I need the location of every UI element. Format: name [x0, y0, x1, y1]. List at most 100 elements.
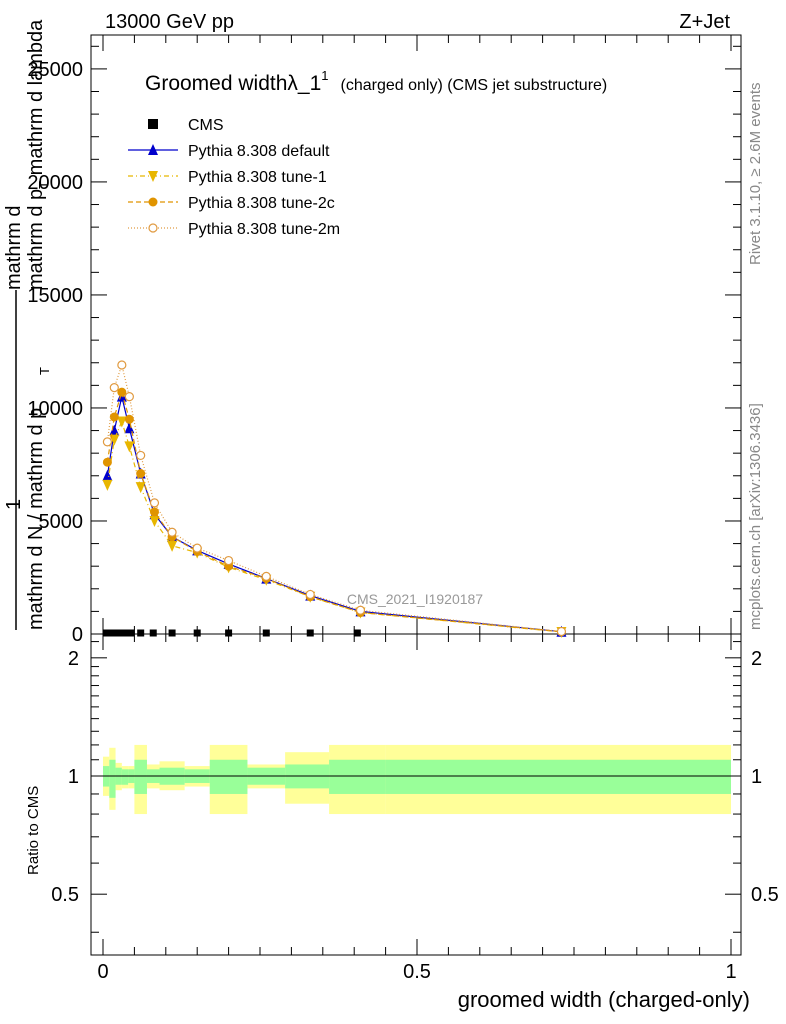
series-point-4: [167, 527, 177, 537]
series-point-1: [109, 424, 120, 436]
cms-data-point: [353, 629, 361, 637]
cms-data-point: [168, 629, 176, 637]
main-y-tick-label: 10000: [27, 398, 83, 420]
analysis-watermark: CMS_2021_I1920187: [347, 591, 483, 607]
ratio-green-band: [109, 759, 116, 798]
header-left: 13000 GeV pp: [105, 11, 234, 33]
cms-data-point: [225, 629, 233, 637]
series-point-4: [192, 543, 202, 553]
ratio-tick-label-left: 1: [68, 766, 79, 788]
series-line-3: [106, 389, 562, 633]
ylabel-num: mathrm d: [3, 206, 25, 290]
series-point-4: [305, 589, 315, 600]
cms-data-point: [262, 629, 270, 637]
x-tick-label: 0: [97, 961, 108, 983]
series-point-4: [355, 605, 366, 615]
x-axis-label: groomed width (charged-only): [458, 987, 750, 1012]
cms-data-point: [108, 629, 116, 637]
header-right: Z+Jet: [679, 11, 730, 33]
series-point-4: [149, 498, 160, 508]
cms-data-point: [306, 629, 314, 637]
ratio-green-band: [121, 769, 129, 785]
legend-label: Pythia 8.308 tune-1: [188, 169, 327, 186]
series-group: [102, 360, 567, 638]
series-point-2: [109, 434, 120, 446]
legend-marker: [148, 119, 158, 129]
series-point-4: [261, 571, 271, 581]
series-point-3: [109, 412, 119, 422]
ratio-tick-label-right: 0.5: [751, 884, 779, 906]
x-tick-label: 1: [725, 961, 736, 983]
legend-label: Pythia 8.308 default: [188, 143, 330, 160]
series-point-2: [102, 479, 113, 491]
ratio-green-band: [134, 759, 147, 794]
ratio-tick-label-right: 2: [751, 648, 762, 670]
series-point-4: [117, 360, 127, 370]
series-line-1: [106, 396, 562, 633]
ylabel-den-a: mathrm d p: [25, 189, 47, 290]
ratio-green-band: [329, 759, 386, 794]
series-point-1: [102, 469, 113, 481]
main-y-tick-label: 15000: [27, 285, 83, 307]
series-line-4: [106, 362, 562, 633]
series-point-3: [117, 387, 127, 397]
cms-data-point: [115, 629, 123, 637]
legend: CMS Pythia 8.308 default Pythia 8.308 tune…: [128, 117, 340, 238]
ylabel-den-tail: mathrm d lambda: [25, 19, 47, 181]
series-point-3: [124, 414, 134, 424]
main-y-tick-label: 0: [72, 624, 83, 646]
series-point-3: [136, 469, 146, 479]
rivet-label: Rivet 3.1.10, ≥ 2.6M events: [747, 83, 764, 266]
ylabel-prefix-num: 1: [3, 499, 25, 510]
ratio-frame: [90, 633, 742, 956]
main-y-tick-label: 20000: [27, 172, 83, 194]
chart-title-sub: (charged only) (CMS jet substructure): [341, 77, 608, 94]
legend-label: CMS: [188, 117, 224, 134]
cms-data-point: [127, 629, 135, 637]
ratio-green-band: [385, 759, 731, 794]
ylabel-den-sub: T: [36, 181, 51, 189]
cms-data-point: [102, 629, 110, 637]
series-point-2: [124, 441, 135, 453]
series-point-1: [124, 422, 135, 434]
ratio-green-band: [209, 759, 248, 794]
series-point-2: [116, 416, 127, 428]
legend-marker: [148, 197, 158, 207]
series-point-2: [167, 540, 178, 552]
cms-data-point: [121, 629, 129, 637]
legend-marker: [148, 171, 158, 182]
series-point-4: [224, 555, 234, 566]
main-y-tick-label: 25000: [27, 59, 83, 81]
main-ylabel: 1 mathrm d N / mathrm d p T mathrm d mat…: [3, 19, 52, 630]
series-point-3: [149, 507, 159, 517]
series-point-2: [149, 515, 160, 527]
ratio-tick-label-left: 0.5: [51, 884, 79, 906]
series-point-4: [124, 392, 134, 402]
series-point-4: [136, 450, 146, 461]
chart-title-sup: 1: [321, 68, 328, 83]
cms-data-point: [193, 629, 201, 637]
chart-title-main: Groomed widthλ_1: [145, 72, 321, 95]
cms-data-point: [149, 629, 157, 637]
legend-marker: [148, 144, 158, 155]
ylabel-den: mathrm d pT mathrm d lambda: [25, 19, 51, 290]
ratio-bands: [91, 744, 741, 815]
ratio-ylabel: Ratio to CMS: [25, 786, 42, 875]
series-point-2: [135, 482, 146, 494]
main-axes: 0 5000 10000 15000 20000 25000: [27, 35, 741, 646]
ylabel-prefix-den-sub: T: [37, 367, 52, 375]
chart-title: Groomed widthλ_11 (charged only) (CMS jet…: [145, 68, 607, 95]
legend-label: Pythia 8.308 tune-2c: [188, 195, 335, 212]
ratio-axes: 0.5 0.5 1 1 2 2 0 0.5 1: [51, 634, 779, 983]
mcplots-label: mcplots.cern.ch [arXiv:1306.3436]: [747, 403, 764, 630]
series-point-4: [556, 626, 567, 637]
x-tick-label: 0.5: [403, 961, 431, 983]
series-point-3: [102, 457, 112, 467]
cms-data-point: [137, 629, 145, 637]
main-y-tick-label: 5000: [39, 511, 84, 533]
series-point-4: [109, 383, 119, 393]
ylabel-prefix-den: mathrm d N / mathrm d p: [25, 408, 47, 630]
series-line-2: [106, 419, 562, 633]
ratio-tick-label-right: 1: [751, 766, 762, 788]
